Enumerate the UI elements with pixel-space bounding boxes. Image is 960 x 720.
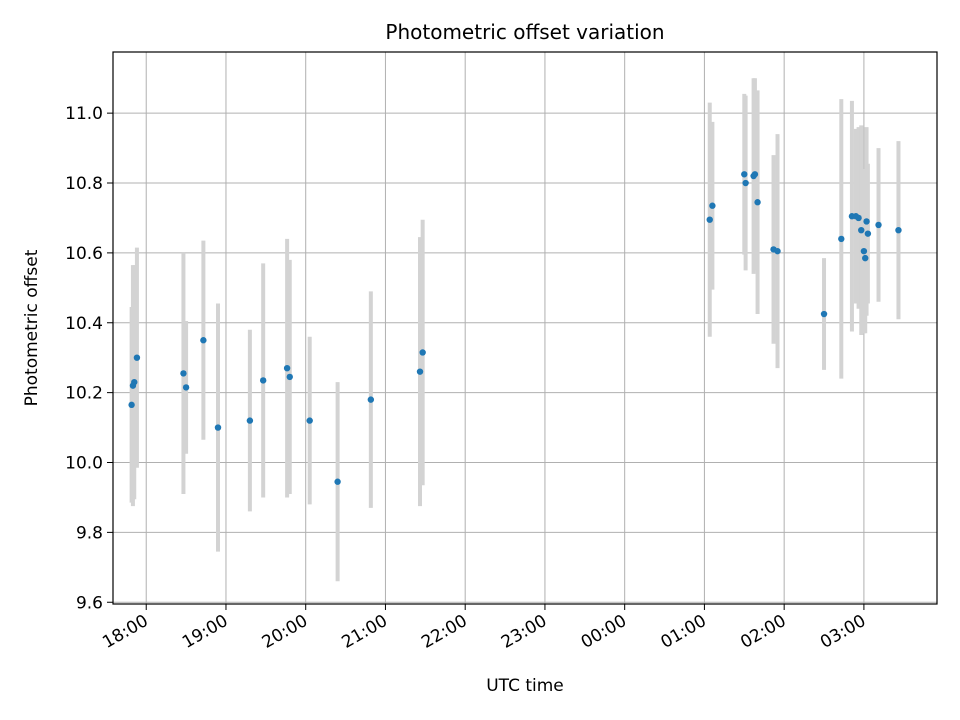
data-point [128,401,135,409]
y-tick-label: 10.2 [65,384,103,404]
data-point [259,377,267,384]
data-point [863,218,870,225]
data-point [283,364,291,372]
data-point [246,417,254,424]
data-points [128,171,902,485]
data-point [709,202,716,209]
y-tick-label: 10.6 [65,244,103,264]
x-axis-label: UTC time [486,676,564,696]
grid [113,52,937,604]
data-point [416,368,424,375]
data-point [864,230,872,237]
data-point [820,310,828,318]
data-point [706,216,713,223]
data-point [860,247,868,255]
y-tick-label: 11.0 [65,104,103,124]
data-point [895,226,902,234]
data-point [334,478,341,485]
y-tick-label: 10.4 [65,314,103,334]
data-point [180,370,187,377]
y-tick-label: 9.8 [76,523,103,543]
data-point [131,378,138,386]
data-point [286,373,293,381]
data-point [855,214,862,222]
data-point [419,349,426,356]
data-point [306,417,313,424]
data-point [200,337,207,344]
data-point [862,254,869,262]
data-point [742,179,749,187]
y-axis-ticks: 9.6 9.8 10.0 10.2 10.4 10.6 10.8 11.0 [65,104,113,613]
y-tick-label: 10.0 [65,454,103,474]
data-point [875,221,882,229]
data-point [367,396,375,403]
data-point [182,384,190,391]
data-point [754,199,761,206]
plot-frame [112,51,938,605]
data-point [751,171,759,178]
y-axis-label: Photometric offset [22,249,42,406]
data-point [214,424,222,431]
y-tick-label: 9.6 [76,593,103,613]
y-tick-label: 10.8 [65,174,103,194]
chart-title: Photometric offset variation [385,20,664,44]
data-point [858,226,865,234]
data-point [741,171,748,178]
data-point [838,235,845,243]
data-point [774,247,781,255]
data-point [133,354,141,361]
